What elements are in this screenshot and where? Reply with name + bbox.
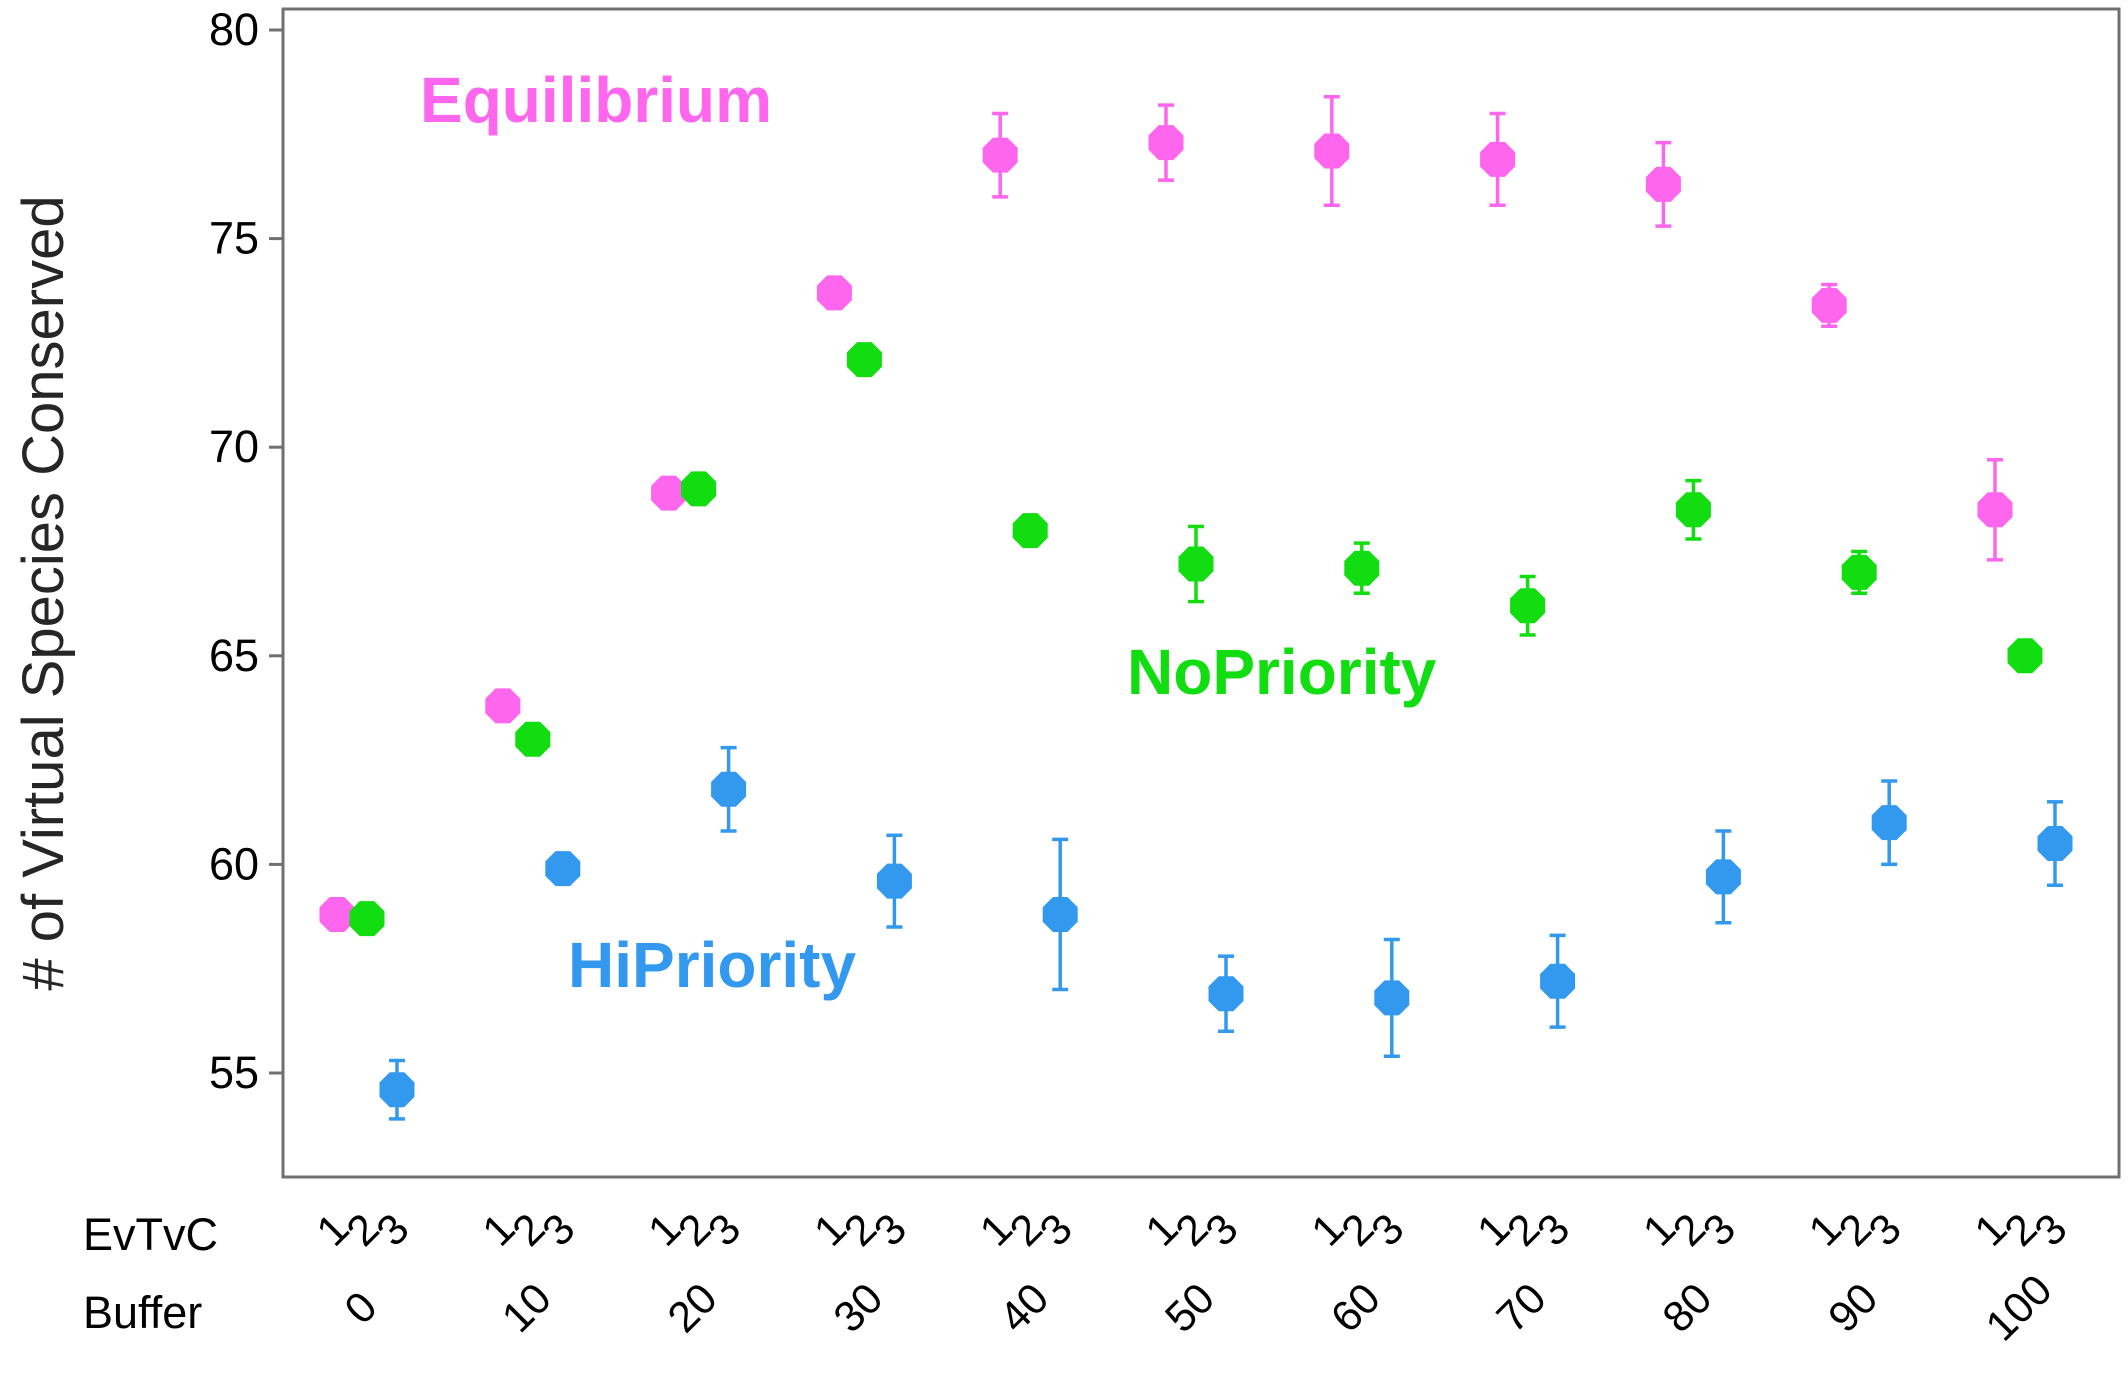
buffer-tick-label: 100 [1977,1266,2062,1351]
data-point [349,901,385,937]
data-point [1510,588,1546,624]
y-axis-ticks: 55 60 65 70 75 80 [209,4,283,1098]
data-points [319,125,2073,1108]
data-point [681,471,717,507]
buffer-tick-label: 80 [1654,1274,1722,1342]
series-label: NoPriority [1127,636,1437,708]
data-point [1314,133,1350,169]
data-point [1871,805,1907,841]
buffer-tick-label: 50 [1156,1274,1224,1342]
data-point [545,851,581,887]
data-point [1148,125,1184,161]
data-point [2007,638,2043,674]
data-point [485,688,521,724]
buffer-tick-label: 30 [825,1274,893,1342]
data-point [816,275,852,311]
y-tick-label: 65 [209,630,259,681]
y-tick-label: 80 [209,4,259,55]
data-point [1705,859,1741,895]
plot-frame [281,7,2121,1179]
series-label: Equilibrium [420,64,772,136]
data-point [1480,141,1516,177]
data-point [982,137,1018,173]
series-labels: Equilibrium NoPriority HiPriority [420,64,1437,1001]
y-tick-label: 70 [209,421,259,472]
y-tick-label: 75 [209,213,259,264]
data-point [379,1072,415,1108]
data-point [876,863,912,899]
data-point [319,896,355,932]
buffer-tick-label: 70 [1488,1274,1556,1342]
data-point [711,771,747,807]
data-point [1977,492,2013,528]
data-point [651,475,687,511]
data-point [846,342,882,378]
data-point [1208,976,1244,1012]
y-axis-title: # of Virtual Species Conserved [11,195,76,990]
data-point [1675,492,1711,528]
data-point [1012,513,1048,549]
data-point [1841,554,1877,590]
buffer-tick-label: 90 [1819,1274,1887,1342]
y-tick-label: 55 [209,1047,259,1098]
data-point [1811,287,1847,323]
x-axis-labels: 1230123101232012330123401235012360123701… [308,1205,2077,1351]
data-point [515,721,551,757]
buffer-tick-label: 40 [990,1274,1058,1342]
buffer-row-label: Buffer [83,1287,202,1338]
data-point [1645,166,1681,202]
buffer-tick-label: 60 [1322,1274,1390,1342]
evtvc-row-label: EvTvC [83,1209,218,1260]
data-point [1042,896,1078,932]
buffer-tick-label: 20 [659,1274,727,1342]
y-tick-label: 60 [209,838,259,889]
series-label: HiPriority [568,929,856,1001]
buffer-tick-label: 0 [336,1283,387,1334]
data-point [2037,826,2073,862]
buffer-tick-label: 10 [493,1274,561,1342]
data-point [1178,546,1214,582]
data-point [1540,963,1576,999]
data-point [1374,980,1410,1016]
data-point [1344,550,1380,586]
